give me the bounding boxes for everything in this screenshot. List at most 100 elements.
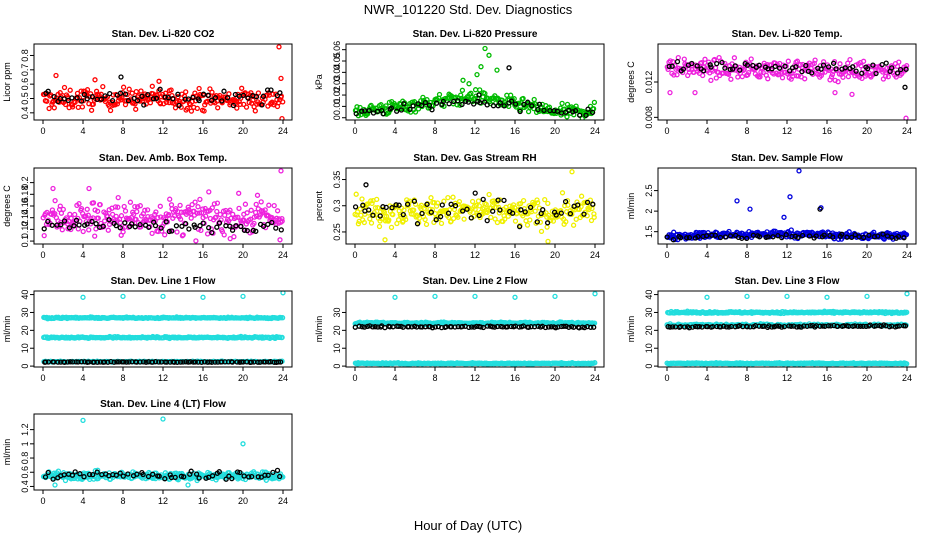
panel-title: Stan. Dev. Amb. Box Temp. xyxy=(99,153,227,164)
data-point xyxy=(114,359,120,365)
data-point xyxy=(134,471,140,477)
data-point xyxy=(90,471,96,478)
data-point xyxy=(433,100,440,106)
outlier-point xyxy=(52,482,58,488)
data-point xyxy=(65,97,71,104)
outlier-point xyxy=(824,294,830,300)
data-point xyxy=(117,470,123,476)
data-point xyxy=(667,324,673,330)
data-point xyxy=(49,207,56,213)
data-point xyxy=(128,221,135,227)
data-point xyxy=(666,63,672,70)
data-point xyxy=(459,101,465,108)
data-point xyxy=(255,359,261,365)
panel-title: Stan. Dev. Line 1 Flow xyxy=(111,276,216,287)
data-point xyxy=(133,106,139,112)
data-point xyxy=(60,206,66,213)
data-point xyxy=(137,359,143,365)
data-point xyxy=(799,68,805,75)
data-point xyxy=(132,224,138,230)
data-point xyxy=(779,324,785,330)
data-point xyxy=(434,200,441,206)
data-point xyxy=(141,102,147,108)
data-point xyxy=(198,227,204,234)
data-point xyxy=(459,87,466,93)
x-tick-label: 0 xyxy=(40,250,45,260)
data-point xyxy=(576,325,582,331)
data-point xyxy=(200,220,206,226)
data-point xyxy=(196,97,202,104)
y-axis-label: degrees C xyxy=(626,61,636,103)
series-points xyxy=(42,358,284,366)
data-point xyxy=(65,359,71,365)
x-tick-label: 16 xyxy=(198,250,208,260)
x-tick-label: 24 xyxy=(902,126,912,136)
data-point xyxy=(167,196,173,202)
data-point xyxy=(245,95,251,101)
data-point xyxy=(159,228,165,234)
data-point xyxy=(839,231,845,237)
data-point xyxy=(592,360,598,366)
x-tick-label: 12 xyxy=(782,373,792,383)
data-point xyxy=(219,359,225,365)
data-point xyxy=(591,99,598,106)
series-points xyxy=(40,416,286,488)
data-point xyxy=(149,359,156,365)
panel-title: Stan. Dev. Sample Flow xyxy=(731,153,843,164)
point-layer xyxy=(352,291,598,367)
data-point xyxy=(234,105,240,111)
data-point xyxy=(242,201,249,207)
data-point xyxy=(69,104,76,110)
data-point xyxy=(394,108,400,114)
data-point xyxy=(49,222,55,228)
panel-title: Stan. Dev. Li-820 Pressure xyxy=(413,29,538,40)
data-point xyxy=(489,324,496,330)
point-layer xyxy=(40,168,285,244)
y-tick-label: 0.2 xyxy=(20,176,30,189)
data-point xyxy=(903,231,910,238)
x-tick-label: 0 xyxy=(40,496,45,506)
data-point xyxy=(686,325,692,331)
data-point xyxy=(437,213,444,220)
data-point xyxy=(674,72,680,78)
data-point xyxy=(277,359,284,365)
data-point xyxy=(100,223,106,229)
data-point xyxy=(46,105,52,112)
data-point xyxy=(852,323,858,329)
data-point xyxy=(374,108,381,115)
data-point xyxy=(118,213,125,219)
outlier-point xyxy=(92,77,98,83)
outlier-point xyxy=(545,238,551,244)
data-point xyxy=(765,234,771,240)
data-point xyxy=(501,103,507,109)
data-point xyxy=(901,235,907,241)
data-point xyxy=(94,469,100,475)
data-point xyxy=(589,109,596,116)
data-point xyxy=(122,91,129,97)
data-point xyxy=(588,324,594,330)
data-point xyxy=(50,476,56,482)
data-point xyxy=(786,323,792,329)
x-tick-label: 24 xyxy=(590,250,600,260)
y-tick-label: 0 xyxy=(644,364,654,369)
data-point xyxy=(75,104,81,111)
data-point xyxy=(206,189,212,195)
data-point xyxy=(813,233,819,239)
data-point xyxy=(681,56,687,62)
data-point xyxy=(756,323,762,329)
outlier-point xyxy=(80,294,86,300)
data-point xyxy=(188,468,194,474)
data-point xyxy=(452,203,459,209)
data-point xyxy=(158,225,164,231)
data-point xyxy=(429,207,436,213)
data-point xyxy=(263,477,269,483)
data-point xyxy=(837,61,843,67)
data-point xyxy=(550,218,557,224)
data-point xyxy=(105,359,111,365)
data-point xyxy=(174,229,180,235)
data-point xyxy=(472,190,478,196)
plot-frame xyxy=(657,43,917,121)
data-point xyxy=(61,359,68,365)
data-point xyxy=(585,106,591,112)
chart-panel: Stan. Dev. Li-820 Temp.0 4 8 12 16 20 240.0080… xyxy=(626,29,917,136)
